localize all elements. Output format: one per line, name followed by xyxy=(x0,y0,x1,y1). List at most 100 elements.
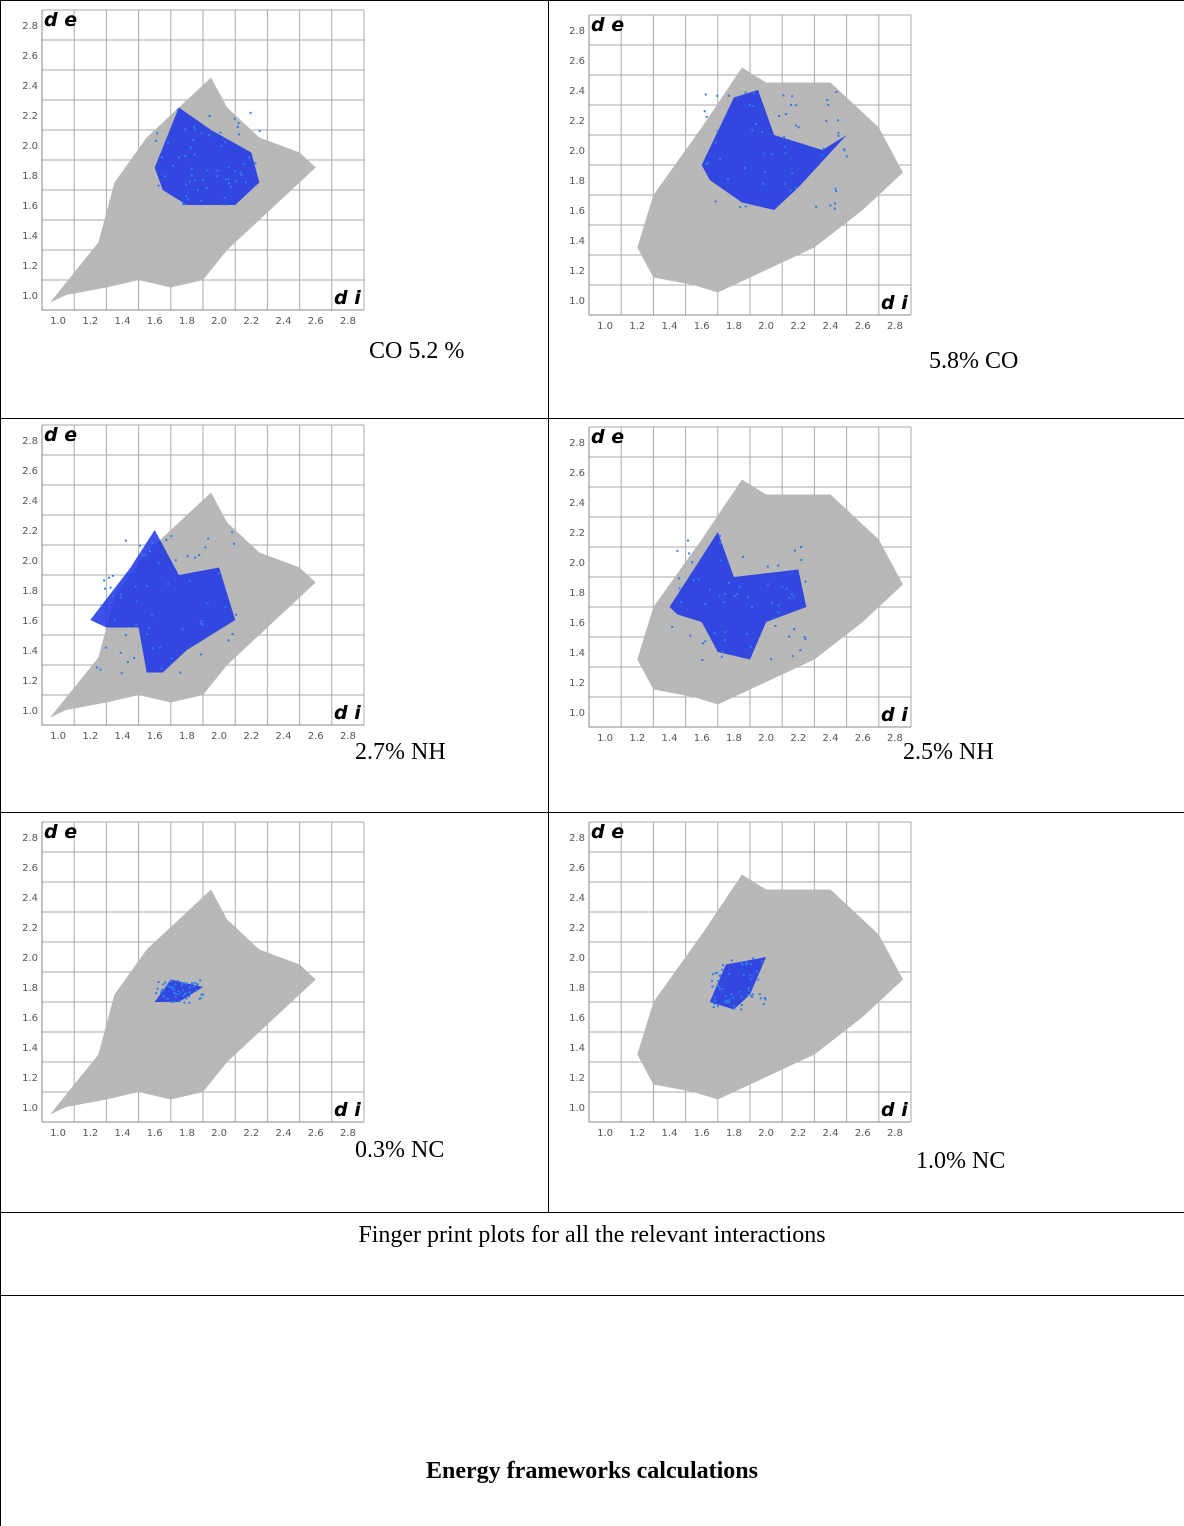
x-tick-label: 1.0 xyxy=(597,321,613,332)
data-point xyxy=(791,95,794,98)
table-cell: 1.0 1.2 1.4 1.6 1.8 2.0 2.2 2.4 2.6 2.8 1.0 1.2 1.4 1… xyxy=(549,418,1184,812)
data-point xyxy=(99,668,102,671)
data-point xyxy=(144,553,147,556)
table-row-divider xyxy=(0,1212,1184,1213)
data-point xyxy=(717,979,720,982)
highlighted-interaction-region xyxy=(90,530,236,673)
data-point xyxy=(759,997,762,1000)
data-point xyxy=(111,574,114,577)
data-point xyxy=(784,152,787,155)
data-point xyxy=(755,123,758,126)
data-point xyxy=(822,147,825,150)
data-point xyxy=(237,122,240,125)
data-point xyxy=(182,989,185,992)
data-point xyxy=(190,146,193,149)
x-tick-label: 2.2 xyxy=(790,733,806,744)
data-point xyxy=(183,993,186,996)
data-point xyxy=(777,564,780,567)
y-axis-label: d e xyxy=(591,821,624,843)
y-tick-label: 1.6 xyxy=(22,616,38,627)
data-point xyxy=(134,585,137,588)
data-point xyxy=(193,153,196,156)
plot-label: CO 5.2 % xyxy=(369,338,465,364)
y-tick-label: 2.0 xyxy=(22,953,38,964)
data-point xyxy=(224,178,227,181)
data-point xyxy=(749,974,752,977)
data-point xyxy=(170,980,173,983)
data-point xyxy=(218,572,221,575)
data-point xyxy=(196,189,199,192)
plot-label: 5.8% CO xyxy=(929,348,1019,374)
data-point xyxy=(750,606,753,609)
data-point xyxy=(763,996,766,999)
data-point xyxy=(704,93,707,96)
data-point xyxy=(139,544,142,547)
data-point xyxy=(177,156,180,159)
data-point xyxy=(124,539,127,542)
data-point xyxy=(193,128,196,131)
plot-axes xyxy=(588,427,911,728)
data-point xyxy=(804,637,807,640)
data-point xyxy=(704,640,707,643)
x-tick-label: 2.0 xyxy=(758,321,774,332)
data-point xyxy=(713,996,716,999)
plot-axes xyxy=(588,15,911,316)
data-point xyxy=(708,588,711,591)
data-point xyxy=(691,561,694,564)
data-point xyxy=(199,622,202,625)
x-tick-label: 2.2 xyxy=(790,1128,806,1139)
data-point xyxy=(743,167,746,170)
data-point xyxy=(723,639,726,642)
table-cell: 1.0 1.2 1.4 1.6 1.8 2.0 2.2 2.4 2.6 2.8 1.0 1.2 1.4 1… xyxy=(549,0,1184,418)
data-point xyxy=(167,582,170,585)
x-axis-label: d i xyxy=(334,287,361,309)
x-tick-label: 1.4 xyxy=(662,321,678,332)
x-tick-label: 1.8 xyxy=(179,731,195,742)
data-point xyxy=(777,611,780,614)
data-point xyxy=(730,959,733,962)
x-tick-label: 2.6 xyxy=(308,316,324,327)
data-point xyxy=(176,993,179,996)
data-point xyxy=(724,592,727,595)
data-point xyxy=(173,991,176,994)
fingerprint-plot: 1.0 1.2 1.4 1.6 1.8 2.0 2.2 2.4 2.6 2.8 1.0 1.2 1.4 1… xyxy=(555,818,915,1158)
data-point xyxy=(711,973,714,976)
data-point xyxy=(845,155,848,158)
data-point xyxy=(146,585,149,588)
y-tick-label: 2.8 xyxy=(569,438,585,449)
data-point xyxy=(157,981,160,984)
x-tick-label: 2.8 xyxy=(340,316,356,327)
data-point xyxy=(146,633,149,636)
data-point xyxy=(192,983,195,986)
data-point xyxy=(164,175,167,178)
x-tick-label: 1.0 xyxy=(50,316,66,327)
y-tick-label: 2.4 xyxy=(22,81,38,92)
data-point xyxy=(774,624,777,627)
data-point xyxy=(183,203,186,206)
plot-label: 0.3% NC xyxy=(355,1137,445,1163)
data-point xyxy=(746,961,749,964)
data-point xyxy=(767,583,770,586)
data-point xyxy=(204,546,207,549)
data-point xyxy=(837,134,840,137)
data-point xyxy=(770,153,773,156)
data-point xyxy=(726,1001,729,1004)
data-point xyxy=(148,550,151,553)
data-point xyxy=(200,993,203,996)
y-tick-label: 1.6 xyxy=(569,1013,585,1024)
data-point xyxy=(239,171,242,174)
data-point xyxy=(188,579,191,582)
data-point xyxy=(736,593,739,596)
y-tick-label: 1.0 xyxy=(569,1103,585,1114)
data-point xyxy=(170,1001,173,1004)
data-point xyxy=(753,92,756,95)
data-point xyxy=(169,980,172,983)
x-tick-label: 2.2 xyxy=(243,731,259,742)
y-tick-label: 2.0 xyxy=(569,953,585,964)
data-point xyxy=(829,204,832,207)
data-point xyxy=(800,546,803,549)
data-point xyxy=(705,115,708,118)
data-point xyxy=(169,985,172,988)
data-point xyxy=(190,982,193,985)
data-point xyxy=(258,129,261,132)
